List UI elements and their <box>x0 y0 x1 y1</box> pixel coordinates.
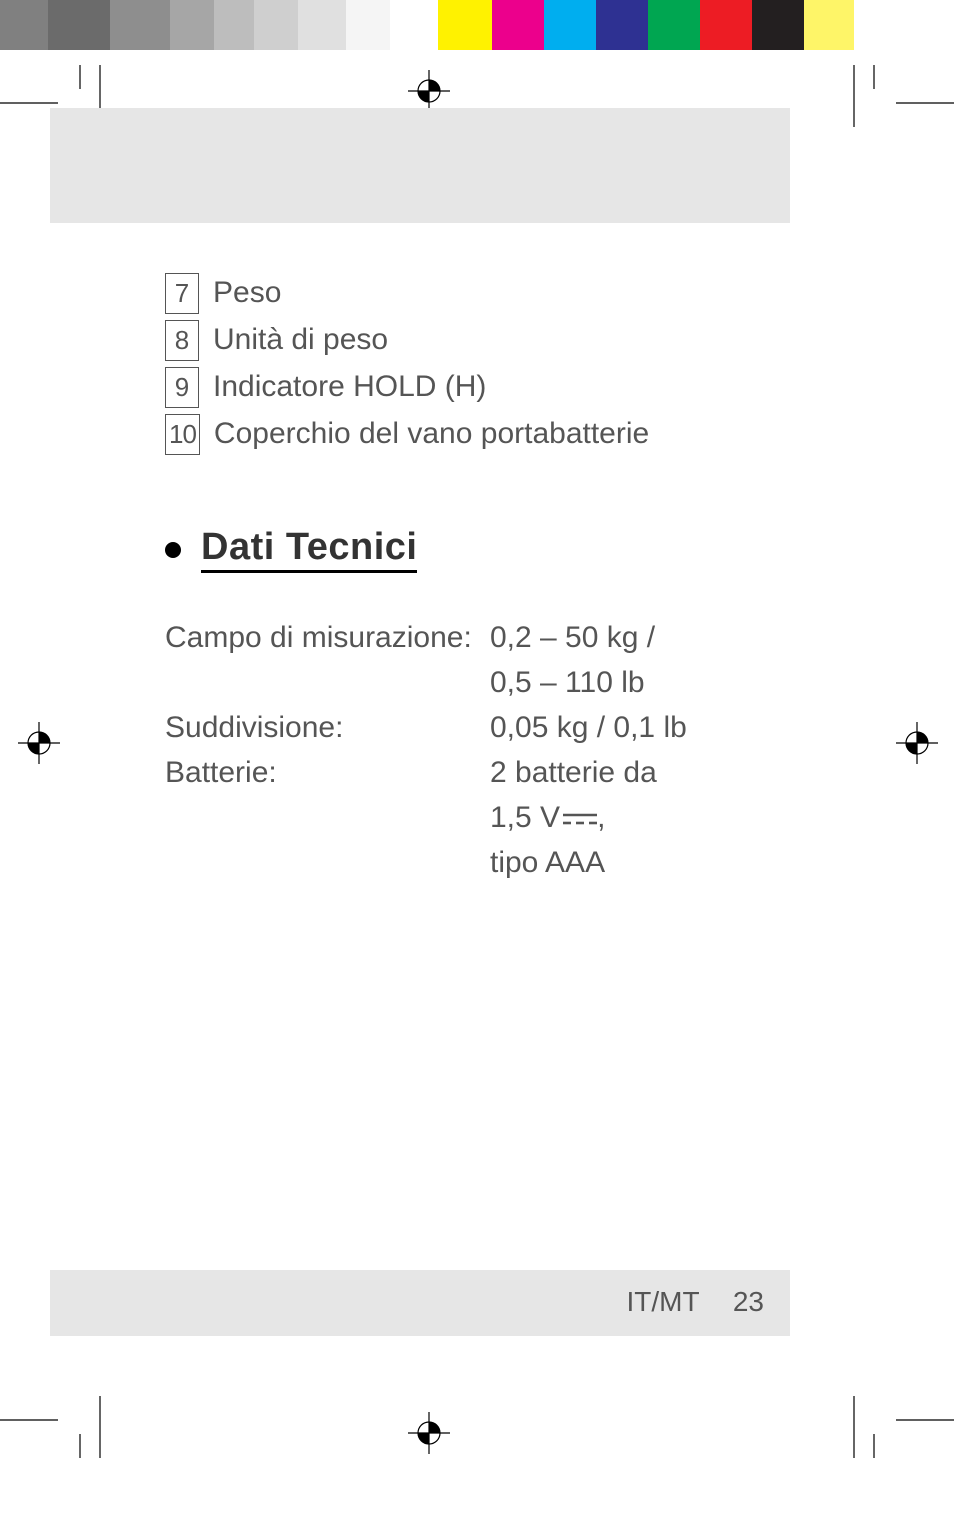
spec-row: Campo di misurazione:0,2 – 50 kg / <box>165 615 805 660</box>
legend-text: Coperchio del vano portabatterie <box>214 411 649 456</box>
color-swatch <box>390 0 438 50</box>
spec-value: 0,2 – 50 kg / <box>490 615 805 660</box>
legend-row: 10 Coperchio del vano portabatterie <box>165 411 805 456</box>
header-banner <box>50 108 790 223</box>
color-swatch <box>214 0 254 50</box>
spec-value: 2 batterie da <box>490 750 805 795</box>
spec-value: 0,5 – 110 lb <box>490 660 805 705</box>
spec-label <box>165 840 490 885</box>
registration-mark-icon <box>18 722 60 764</box>
legend-row: 9 Indicatore HOLD (H) <box>165 364 805 409</box>
legend-text: Unità di peso <box>213 317 388 362</box>
page-footer: IT/MT 23 <box>626 1286 764 1318</box>
page: 7Peso8Unità di peso9Indicatore HOLD (H)1… <box>0 0 954 1523</box>
legend-number: 9 <box>165 367 199 408</box>
color-swatch <box>0 0 48 50</box>
spec-value: 1,5 V, <box>490 795 805 840</box>
legend-number: 10 <box>165 414 200 455</box>
color-swatch <box>492 0 544 50</box>
color-swatch <box>544 0 596 50</box>
dc-symbol-icon <box>563 812 597 826</box>
registration-mark-icon <box>408 1412 450 1454</box>
page-content: 7Peso8Unità di peso9Indicatore HOLD (H)1… <box>165 270 805 885</box>
section-heading: Dati Tecnici <box>165 526 805 573</box>
color-swatch <box>346 0 390 50</box>
spec-label: Batterie: <box>165 750 490 795</box>
crop-mark-icon <box>849 1388 954 1458</box>
spec-label <box>165 660 490 705</box>
spec-label: Suddivisione: <box>165 705 490 750</box>
spec-label: Campo di misurazione: <box>165 615 490 660</box>
spec-row: Batterie:2 batterie da <box>165 750 805 795</box>
footer-lang: IT/MT <box>626 1286 699 1317</box>
color-swatch <box>700 0 752 50</box>
legend-row: 7 Peso <box>165 270 805 315</box>
registration-mark-icon <box>408 70 450 112</box>
section-title: Dati Tecnici <box>201 526 417 573</box>
legend-text: Indicatore HOLD (H) <box>213 364 486 409</box>
spec-value: 0,05 kg / 0,1 lb <box>490 705 805 750</box>
crop-mark-icon <box>849 65 954 135</box>
registration-mark-icon <box>896 722 938 764</box>
spec-label <box>165 795 490 840</box>
spec-row: tipo AAA <box>165 840 805 885</box>
legend-number: 7 <box>165 273 199 314</box>
color-swatch <box>752 0 804 50</box>
color-swatch <box>254 0 298 50</box>
color-swatch <box>438 0 492 50</box>
legend-row: 8 Unità di peso <box>165 317 805 362</box>
spec-row: 0,5 – 110 lb <box>165 660 805 705</box>
spec-value: tipo AAA <box>490 840 805 885</box>
crop-mark-icon <box>0 1388 105 1458</box>
color-swatch <box>170 0 214 50</box>
legend-number: 8 <box>165 320 199 361</box>
bullet-icon <box>165 542 181 558</box>
color-swatch <box>298 0 346 50</box>
technical-specs: Campo di misurazione:0,2 – 50 kg /0,5 – … <box>165 615 805 885</box>
spec-row: 1,5 V, <box>165 795 805 840</box>
numbered-legend-list: 7Peso8Unità di peso9Indicatore HOLD (H)1… <box>165 270 805 456</box>
color-swatch <box>596 0 648 50</box>
color-calibration-bar <box>0 0 954 50</box>
footer-page-number: 23 <box>733 1286 764 1317</box>
color-swatch <box>110 0 170 50</box>
legend-text: Peso <box>213 270 281 315</box>
color-swatch <box>804 0 854 50</box>
color-swatch <box>48 0 110 50</box>
spec-row: Suddivisione:0,05 kg / 0,1 lb <box>165 705 805 750</box>
color-swatch <box>648 0 700 50</box>
